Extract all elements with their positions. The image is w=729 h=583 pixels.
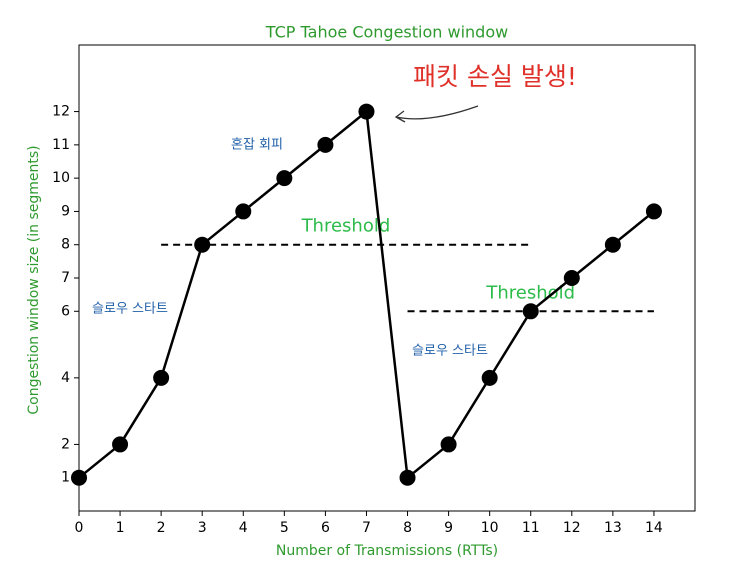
y-axis-label: Congestion window size (in segments) xyxy=(26,145,42,414)
arrow xyxy=(394,105,479,123)
x-tick-label: 0 xyxy=(75,520,84,536)
y-tick-label: 11 xyxy=(52,137,70,153)
y-tick-label: 8 xyxy=(61,237,70,253)
threshold-label: Threshold xyxy=(485,282,575,303)
x-tick-label: 10 xyxy=(481,520,499,536)
x-tick-label: 14 xyxy=(645,520,663,536)
point xyxy=(235,203,252,220)
y-tick-label: 10 xyxy=(52,170,70,186)
x-tick-label: 3 xyxy=(198,520,207,536)
x-tick-label: 5 xyxy=(280,520,289,536)
x-tick-label: 6 xyxy=(321,520,330,536)
x-tick-label: 9 xyxy=(444,520,453,536)
x-tick-label: 11 xyxy=(522,520,540,536)
annotation: 패킷 손실 발생! xyxy=(413,62,577,91)
y-tick-label: 9 xyxy=(61,203,70,219)
plot-frame xyxy=(78,44,696,512)
x-tick-label: 8 xyxy=(403,520,412,536)
chart-title: TCP Tahoe Congestion window xyxy=(265,23,508,42)
x-tick-label: 13 xyxy=(604,520,622,536)
y-tick-label: 6 xyxy=(61,303,70,319)
point xyxy=(604,236,621,253)
point xyxy=(399,469,416,486)
x-tick-label: 1 xyxy=(116,520,125,536)
point xyxy=(194,236,211,253)
point xyxy=(522,303,539,320)
annotation: 혼잡 회피 xyxy=(231,138,283,153)
point xyxy=(276,170,293,187)
point xyxy=(358,103,375,120)
point xyxy=(563,270,580,286)
x-tick-label: 4 xyxy=(239,520,248,536)
y-tick-label: 1 xyxy=(61,470,70,486)
point xyxy=(153,369,170,386)
x-tick-label: 7 xyxy=(362,520,371,536)
point xyxy=(481,369,498,386)
y-tick-label: 2 xyxy=(61,436,70,452)
annotation: 슬로우 스타트 xyxy=(412,344,488,359)
x-tick-label: 12 xyxy=(563,520,581,536)
x-axis-label: Number of Transmissions (RTTs) xyxy=(276,543,498,559)
point xyxy=(645,203,662,220)
point xyxy=(112,436,129,453)
point xyxy=(440,436,457,453)
x-tick-label: 2 xyxy=(157,520,166,536)
point xyxy=(317,136,334,153)
point xyxy=(71,469,87,486)
threshold-label: Threshold xyxy=(301,216,391,237)
y-tick-label: 12 xyxy=(52,104,70,120)
annotation: 슬로우 스타트 xyxy=(92,302,168,317)
y-tick-label: 7 xyxy=(61,270,70,286)
y-tick-label: 4 xyxy=(61,370,70,386)
